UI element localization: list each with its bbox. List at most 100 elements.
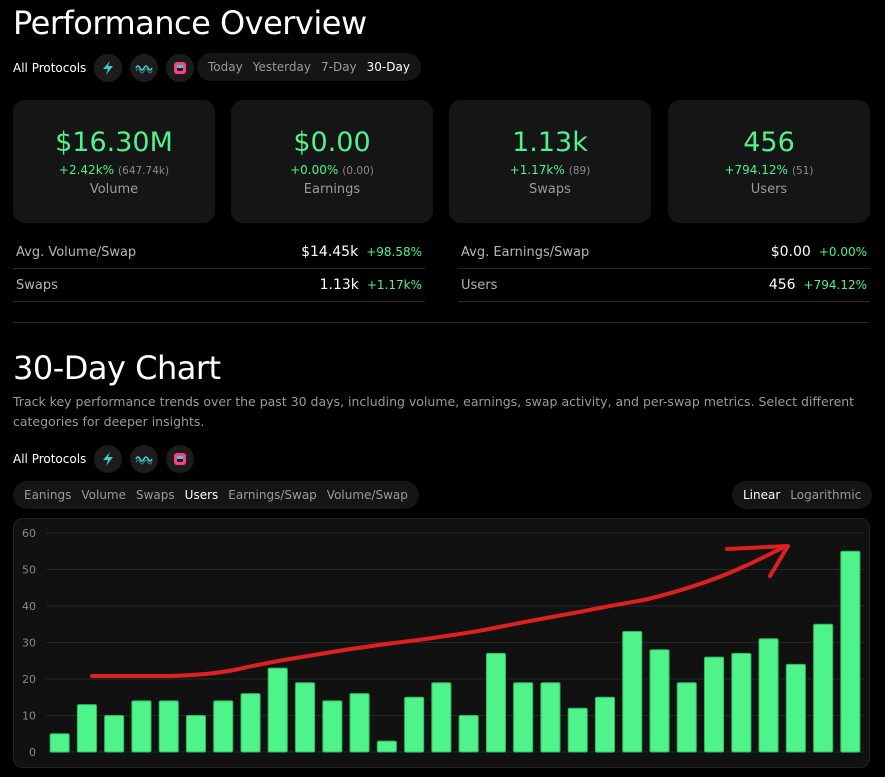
chart-bar-13[interactable]: [376, 740, 397, 753]
metric-swaps: Swaps 1.13k +1.17k%: [13, 269, 425, 302]
tab-7-day[interactable]: 7-Day: [320, 60, 357, 74]
chart-bar-18[interactable]: [513, 682, 534, 753]
stat-value: 456: [743, 127, 795, 158]
chart-bar-6[interactable]: [185, 715, 206, 753]
wave-icon[interactable]: [130, 54, 159, 82]
chart-bar-12[interactable]: [349, 693, 370, 753]
stat-card-volume: $16.30M +2.42k% (647.74k) Volume: [13, 100, 215, 223]
protocol-filter: All Protocols: [13, 53, 202, 83]
tab-earnings[interactable]: Eanings: [24, 488, 72, 502]
chart-bar-9[interactable]: [267, 667, 288, 753]
chart-protocol-filter: All Protocols: [13, 444, 202, 474]
page-title: Performance Overview: [13, 4, 367, 42]
chart-bar-5[interactable]: [158, 700, 179, 753]
stat-card-users: 456 +794.12% (51) Users: [668, 100, 870, 223]
stat-value: $16.30M: [55, 127, 173, 158]
all-protocols-label[interactable]: All Protocols: [13, 61, 87, 75]
chart-bar-24[interactable]: [676, 682, 697, 753]
y-tick-label: 10: [22, 710, 36, 723]
chart-canvas: 0 10 20 30 40 50 60: [22, 527, 864, 759]
chart-section-description: Track key performance trends over the pa…: [13, 394, 855, 429]
chart-bar-20[interactable]: [567, 707, 588, 753]
all-protocols-label[interactable]: All Protocols: [13, 452, 87, 466]
time-filter-tabs: Today Yesterday 7-Day 30-Day: [197, 53, 421, 81]
stat-label: Swaps: [529, 182, 571, 197]
metric-delta: +1.17k%: [366, 278, 422, 292]
stat-delta: +794.12% (51): [724, 163, 814, 177]
chart-bar-17[interactable]: [485, 652, 506, 753]
stat-delta: +1.17k% (89): [509, 163, 591, 177]
metric-value: $0.00: [770, 244, 811, 260]
scale-tabs: Linear Logarithmic: [732, 481, 873, 509]
metric-label: Users: [461, 277, 498, 293]
chart-bar-28[interactable]: [785, 663, 806, 753]
tab-earnings-swap[interactable]: Earnings/Swap: [228, 488, 317, 502]
chart-bar-22[interactable]: [622, 631, 643, 753]
y-tick-label: 20: [22, 673, 36, 686]
chart-bar-14[interactable]: [404, 696, 425, 753]
wave-icon[interactable]: [130, 445, 159, 473]
tab-30-day[interactable]: 30-Day: [366, 60, 410, 74]
y-tick-label: 60: [22, 527, 36, 540]
stat-card-earnings: $0.00 +0.00% (0.00) Earnings: [231, 100, 433, 223]
chart-bar-3[interactable]: [104, 715, 125, 753]
stat-delta: +2.42k% (647.74k): [58, 163, 170, 177]
chart-bar-10[interactable]: [295, 682, 316, 753]
chart-bar-21[interactable]: [594, 696, 616, 753]
stat-value: $0.00: [293, 127, 371, 158]
tab-today[interactable]: Today: [208, 60, 243, 74]
chart-bar-29[interactable]: [813, 623, 834, 753]
square-logo-icon[interactable]: [166, 445, 195, 473]
metric-value: 456: [768, 277, 796, 293]
tab-swaps[interactable]: Swaps: [136, 488, 175, 502]
lightning-icon[interactable]: [94, 54, 123, 82]
tab-volume[interactable]: Volume: [81, 488, 126, 502]
chart-bar-16[interactable]: [458, 715, 479, 753]
chart-bar-25[interactable]: [704, 656, 725, 753]
chart-bar-27[interactable]: [758, 638, 779, 753]
chart-bar-15[interactable]: [431, 682, 452, 753]
chart-bar-26[interactable]: [731, 652, 752, 753]
y-tick-label: 40: [22, 600, 36, 613]
chart-bar-4[interactable]: [131, 700, 152, 753]
stat-label: Users: [750, 182, 788, 197]
chart-bar-8[interactable]: [240, 693, 261, 753]
tab-users[interactable]: Users: [184, 488, 219, 502]
chart-bar-30[interactable]: [840, 550, 861, 753]
metric-delta: +794.12%: [803, 278, 867, 292]
stat-label: Earnings: [303, 182, 361, 197]
chart-bar-23[interactable]: [649, 649, 670, 753]
tab-linear[interactable]: Linear: [743, 488, 781, 502]
tab-volume-swap[interactable]: Volume/Swap: [326, 488, 408, 502]
metric-value: $14.45k: [301, 244, 359, 260]
trend-arrow-head: [725, 544, 790, 578]
y-tick-label: 30: [22, 637, 36, 650]
category-tabs: Eanings Volume Swaps Users Earnings/Swap…: [13, 481, 419, 509]
tab-logarithmic[interactable]: Logarithmic: [790, 488, 862, 502]
metric-users: Users 456 +794.12%: [458, 269, 870, 302]
y-tick-label: 50: [22, 564, 36, 577]
stat-card-swaps: 1.13k +1.17k% (89) Swaps: [449, 100, 651, 223]
chart-bar-7[interactable]: [213, 700, 234, 753]
chart-bar-2[interactable]: [76, 704, 98, 753]
chart-bar-11[interactable]: [322, 700, 343, 753]
metric-label: Avg. Volume/Swap: [16, 244, 137, 260]
stat-label: Volume: [89, 182, 139, 197]
y-tick-label: 0: [29, 746, 36, 759]
lightning-icon[interactable]: [94, 445, 123, 473]
metric-avg-earnings-swap: Avg. Earnings/Swap $0.00 +0.00%: [458, 236, 870, 269]
chart-bar-19[interactable]: [540, 682, 561, 753]
stat-value: 1.13k: [512, 127, 588, 158]
metric-value: 1.13k: [319, 277, 359, 293]
metric-delta: +0.00%: [818, 245, 867, 259]
metric-delta: +98.58%: [366, 245, 422, 259]
stat-delta: +0.00% (0.00): [290, 163, 374, 177]
users-bar-chart: 0 10 20 30 40 50 60: [13, 518, 870, 768]
section-divider: [13, 322, 869, 323]
square-logo-icon[interactable]: [166, 54, 195, 82]
chart-bar-1[interactable]: [49, 733, 70, 753]
tab-yesterday[interactable]: Yesterday: [252, 60, 311, 74]
trend-arrow-line: [90, 545, 786, 678]
metric-label: Avg. Earnings/Swap: [461, 244, 590, 260]
metric-label: Swaps: [16, 277, 58, 293]
